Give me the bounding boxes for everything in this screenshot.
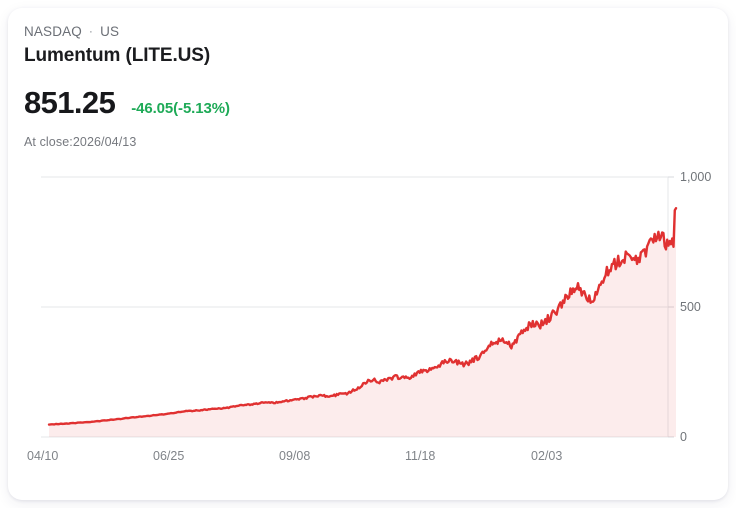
chart-area-fill	[49, 208, 676, 437]
y-axis-label-0: 0	[680, 430, 687, 444]
y-axis-label-1000: 1,000	[680, 170, 711, 184]
separator-dot-icon: ·	[88, 24, 94, 38]
x-axis-label-0: 04/10	[27, 449, 58, 463]
market-status-note: At close:2026/04/13	[24, 135, 137, 149]
y-axis-label-500: 500	[680, 300, 701, 314]
x-axis-label-2: 09/08	[279, 449, 310, 463]
exchange-label: NASDAQ	[24, 23, 82, 39]
region-label: US	[100, 23, 120, 39]
chart-y-ticks	[668, 176, 674, 438]
exchange-region-row: NASDAQ · US	[24, 22, 624, 40]
quote-header: NASDAQ · US Lumentum (LITE.US) 851.25 -4…	[24, 22, 624, 150]
current-price: 851.25	[24, 85, 116, 120]
chart-line	[47, 207, 678, 426]
x-axis-label-1: 06/25	[153, 449, 184, 463]
chart-y-labels: 1,000 500 0	[680, 170, 711, 444]
stock-quote-card: NASDAQ · US Lumentum (LITE.US) 851.25 -4…	[8, 8, 728, 500]
x-axis-label-4: 02/03	[531, 449, 562, 463]
chart-x-labels: 04/10 06/25 09/08 11/18 02/03	[27, 449, 562, 463]
x-axis-label-3: 11/18	[405, 449, 435, 463]
price-change: -46.05(-5.13%)	[131, 100, 230, 117]
page-title: Lumentum (LITE.US)	[24, 45, 211, 66]
chart-gridlines	[41, 176, 668, 438]
quote-row: 851.25 -46.05(-5.13%)	[24, 86, 624, 120]
